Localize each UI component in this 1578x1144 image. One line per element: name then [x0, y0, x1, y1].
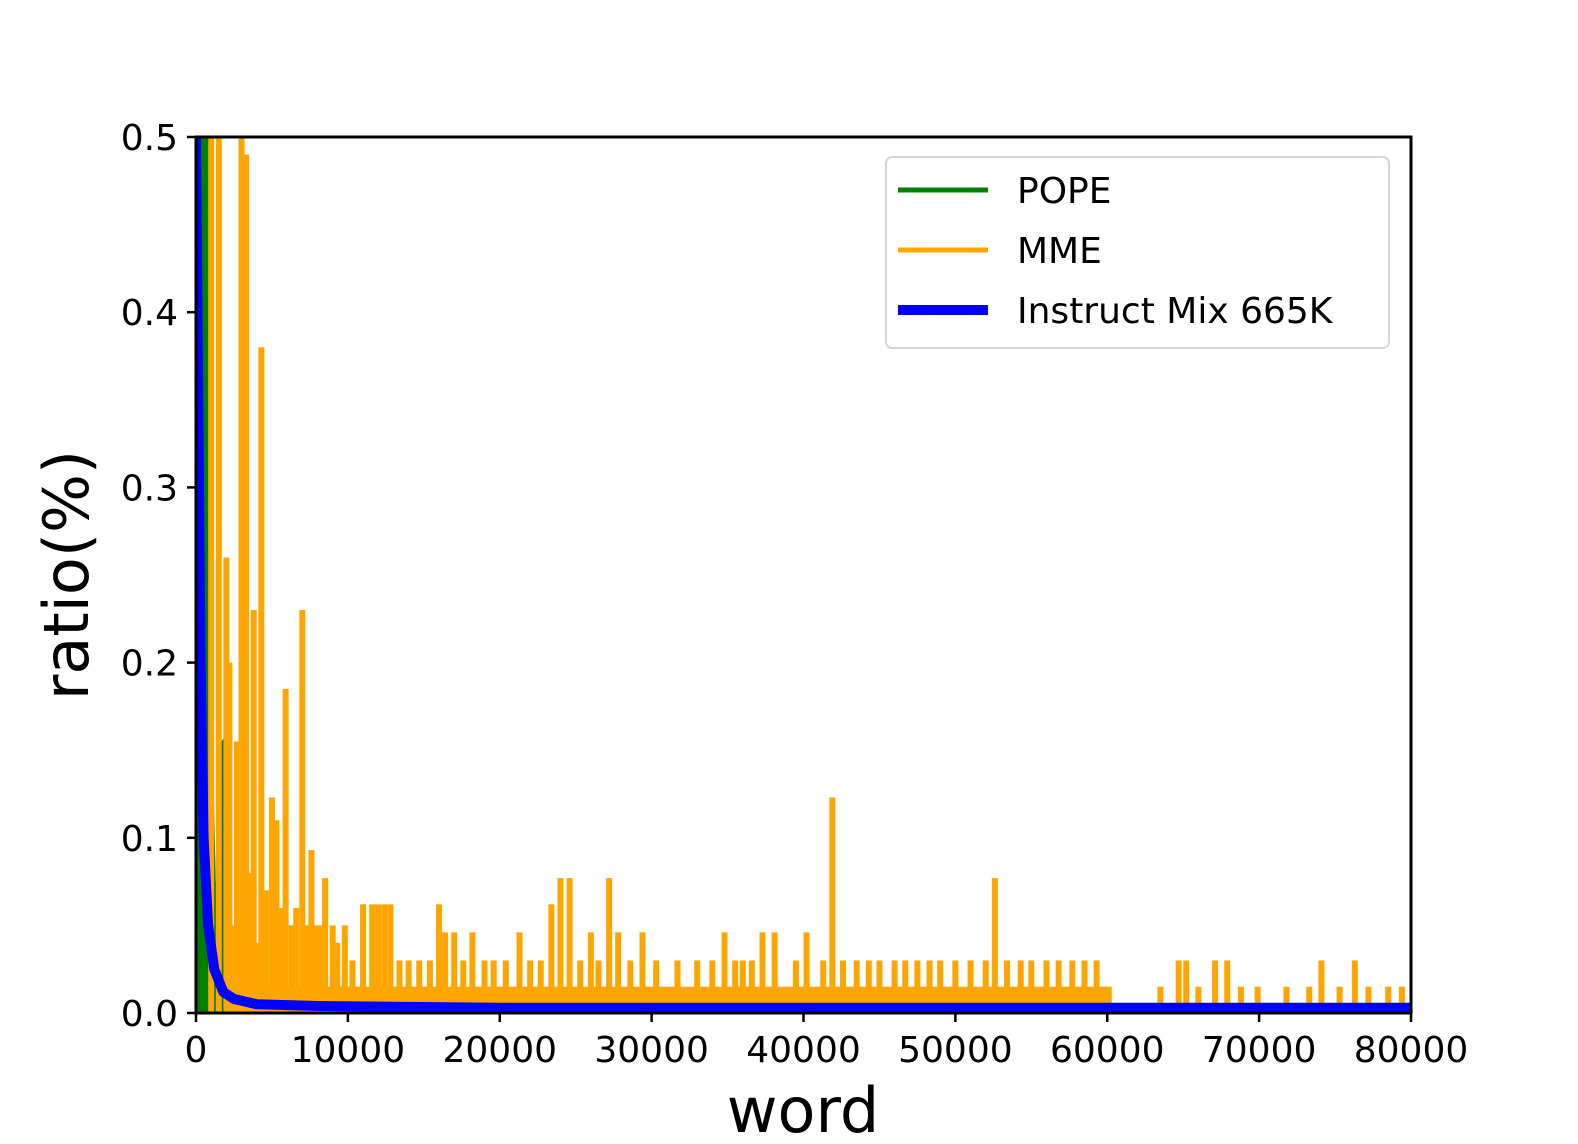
y-axis-title: ratio(%) [30, 450, 103, 700]
y-tick-label: 0.2 [121, 644, 178, 685]
legend-label: POPE [1017, 171, 1112, 212]
y-tick-label: 0.1 [121, 819, 178, 860]
y-tick-label: 0.4 [121, 293, 178, 334]
series-instruct-mix [196, 137, 1411, 1013]
y-tick-label: 0.5 [121, 118, 178, 159]
x-tick-label: 70000 [1202, 1030, 1317, 1071]
legend-frame [885, 156, 1390, 349]
y-tick-label: 0.0 [121, 994, 178, 1035]
x-axis: 0 10000 20000 30000 40000 50000 60000 70000 8000… [185, 1013, 1469, 1071]
x-tick-label: 0 [185, 1030, 208, 1071]
x-tick-label: 40000 [746, 1030, 861, 1071]
legend-label: Instruct Mix 665K [1017, 291, 1334, 332]
x-axis-title: word [727, 1074, 879, 1144]
x-tick-label: 80000 [1354, 1030, 1469, 1071]
y-axis: 0.0 0.1 0.2 0.3 0.4 0.5 [121, 118, 196, 1035]
x-tick-label: 20000 [442, 1030, 557, 1071]
legend: POPE MME Instruct Mix 665K [885, 156, 1390, 349]
y-tick-label: 0.3 [121, 468, 178, 509]
legend-label: MME [1017, 231, 1102, 272]
x-tick-label: 30000 [594, 1030, 709, 1071]
instruct-mix-line [196, 137, 1411, 1013]
series-layer [196, 137, 1411, 1013]
x-tick-label: 60000 [1050, 1030, 1165, 1071]
x-tick-label: 50000 [898, 1030, 1013, 1071]
x-tick-label: 10000 [291, 1030, 406, 1071]
